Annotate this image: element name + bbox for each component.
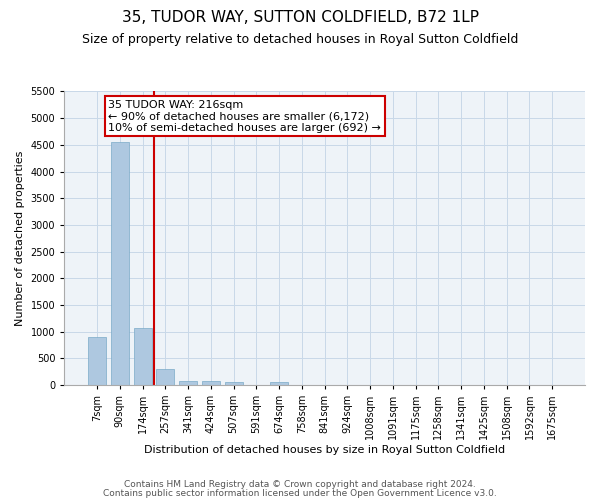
Text: 35, TUDOR WAY, SUTTON COLDFIELD, B72 1LP: 35, TUDOR WAY, SUTTON COLDFIELD, B72 1LP <box>121 10 479 25</box>
Text: 35 TUDOR WAY: 216sqm
← 90% of detached houses are smaller (6,172)
10% of semi-de: 35 TUDOR WAY: 216sqm ← 90% of detached h… <box>109 100 382 132</box>
Text: Size of property relative to detached houses in Royal Sutton Coldfield: Size of property relative to detached ho… <box>82 32 518 46</box>
Bar <box>111 142 129 385</box>
X-axis label: Distribution of detached houses by size in Royal Sutton Coldfield: Distribution of detached houses by size … <box>144 445 505 455</box>
Bar <box>88 337 106 385</box>
Y-axis label: Number of detached properties: Number of detached properties <box>15 150 25 326</box>
Bar <box>179 380 197 385</box>
Text: Contains public sector information licensed under the Open Government Licence v3: Contains public sector information licen… <box>103 488 497 498</box>
Bar <box>202 382 220 385</box>
Bar <box>156 369 175 385</box>
Text: Contains HM Land Registry data © Crown copyright and database right 2024.: Contains HM Land Registry data © Crown c… <box>124 480 476 489</box>
Bar <box>270 382 288 385</box>
Bar <box>134 328 152 385</box>
Bar <box>224 382 243 385</box>
